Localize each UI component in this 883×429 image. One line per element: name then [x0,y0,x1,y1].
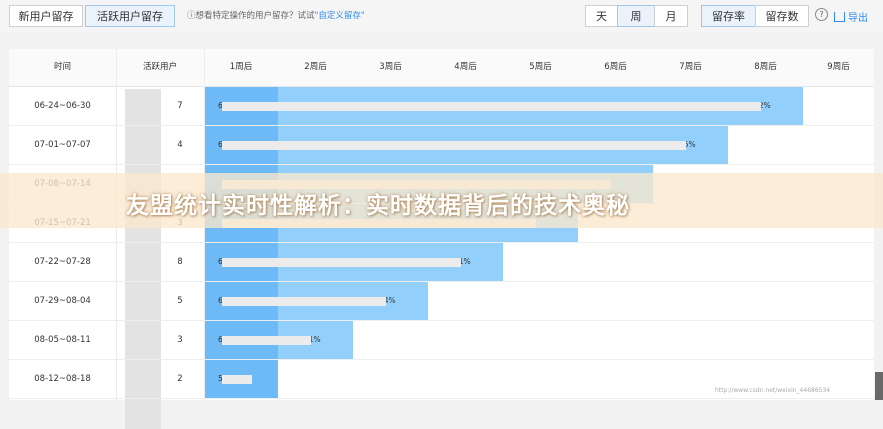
column-header: 1周后 [229,62,253,72]
row-date-range: 07-22~07-28 [34,257,91,267]
tab-active-user-retention[interactable]: 活跃用户留存 [85,5,175,27]
column-header: 5周后 [529,62,552,72]
custom-retention-link[interactable]: "自定义留存" [314,11,365,21]
watermark-text: http://www.csdn.net/weixin_44686534 [715,387,831,394]
column-header: 2周后 [304,62,327,72]
table-row[interactable]: 07-29~08-04568.33%64.68%61.84% [9,282,874,321]
period-month-button[interactable]: 月 [654,5,688,27]
column-header: 活跃用户 [142,62,177,72]
row-active-users: 7 [177,101,183,111]
table-row[interactable]: 08-05~08-11363.97%57.61% [9,321,874,360]
table-row[interactable]: 07-22~07-28865.95%59.07%55.30%54.11% [9,243,874,282]
column-header: 8周后 [754,62,777,72]
column-header: 4周后 [454,62,477,72]
row-date-range: 08-05~08-11 [34,335,91,345]
redaction-bar [222,336,311,345]
redaction-bar [222,297,386,306]
period-day-button[interactable]: 天 [585,5,618,27]
row-active-users: 4 [177,140,183,150]
row-active-users: 8 [177,257,183,267]
redacted-users-column [125,89,161,429]
table-header: 时间 活跃用户 1周后 2周后 3周后 4周后 5周后 6周后 7周后 8周后 9周后 [9,49,874,87]
row-date-range: 08-12~08-18 [34,374,91,384]
row-active-users: 3 [177,335,183,345]
column-header: 6周后 [604,62,627,72]
corner-scrollbar [875,372,883,400]
column-header: 7周后 [679,62,702,72]
export-button[interactable]: 导出 [834,9,868,24]
title-banner [0,173,883,228]
retention-table: 时间 活跃用户 1周后 2周后 3周后 4周后 5周后 6周后 7周后 8周后 9周后 06-24~… [9,49,874,429]
row-active-users: 5 [177,296,183,306]
hint-text: ⓘ想看特定操作的用户留存？试试 [187,11,315,21]
table-row[interactable]: 06-24~06-30764.56%57.69%52.88%47.3%46.2%… [9,87,874,126]
tab-new-user-retention[interactable]: 新用户留存 [9,5,83,27]
column-header: 3周后 [379,62,402,72]
row-date-range: 07-01~07-07 [34,140,91,150]
table-row[interactable]: 08-12~08-18259.84% [9,360,874,399]
redaction-bar [222,375,252,384]
retention-rate-button[interactable]: 留存率 [701,5,756,27]
export-label: 导出 [848,13,868,24]
overlay-title: 友盟统计实时性解析：实时数据背后的技术奥秘 [126,193,630,219]
row-date-range: 07-29~08-04 [34,296,91,306]
table-row[interactable]: 07-01~07-07467.44%54.83%68.56%47.71%44.0… [9,126,874,165]
redaction-bar [222,102,761,111]
redaction-bar [222,258,461,267]
row-active-users: 2 [177,374,183,384]
help-icon[interactable]: ? [815,8,828,21]
export-icon [834,12,845,22]
redaction-bar [222,141,686,150]
retention-toolbar: 新用户留存 活跃用户留存 ⓘ想看特定操作的用户留存？试试"自定义留存" 天 周 … [0,0,883,33]
custom-retention-hint: ⓘ想看特定操作的用户留存？试试"自定义留存" [187,9,365,21]
row-date-range: 06-24~06-30 [34,101,91,111]
retention-count-button[interactable]: 留存数 [755,5,809,27]
period-week-button[interactable]: 周 [617,5,655,27]
column-header: 9周后 [827,62,850,72]
column-header: 时间 [53,62,71,72]
